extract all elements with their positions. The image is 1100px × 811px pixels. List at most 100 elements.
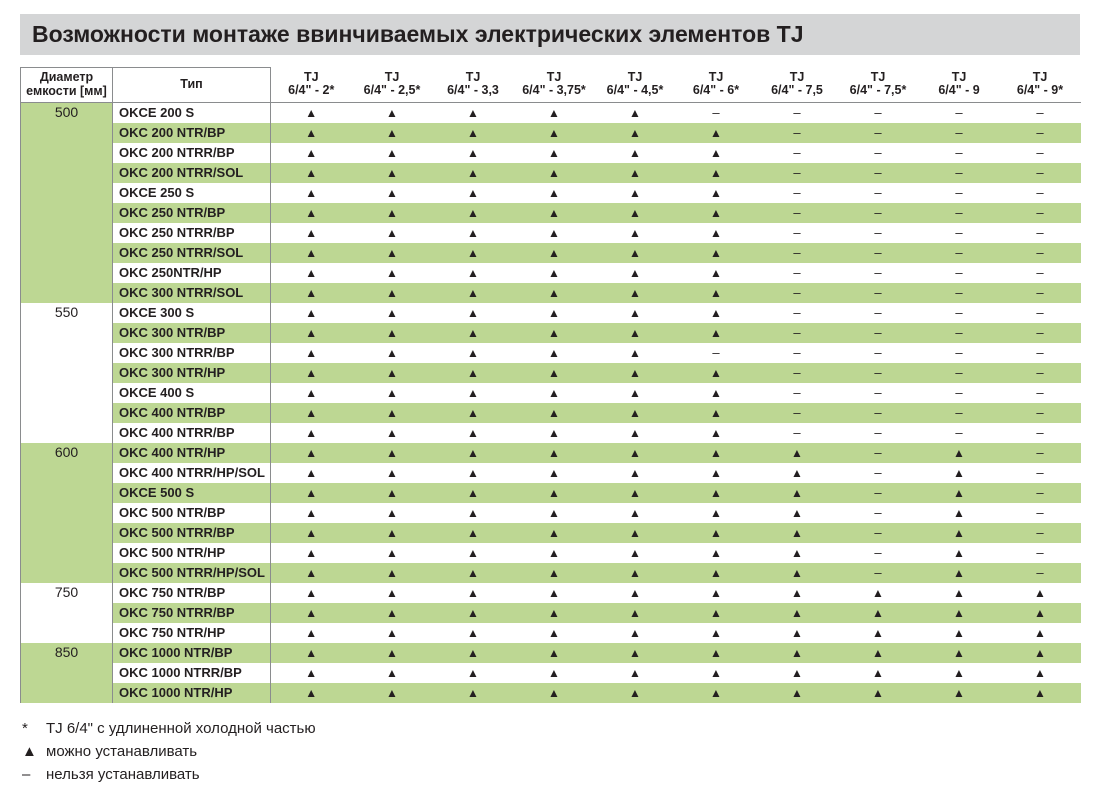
value-cell: ▲: [352, 403, 433, 423]
triangle-icon: ▲: [710, 326, 722, 340]
type-cell: OKC 300 NTRR/BP: [113, 343, 271, 363]
triangle-icon: ▲: [1034, 646, 1046, 660]
triangle-icon: ▲: [629, 126, 641, 140]
value-cell: ▲: [514, 603, 595, 623]
value-cell: ▲: [271, 483, 352, 503]
triangle-icon: ▲: [548, 246, 560, 260]
triangle-icon: ▲: [872, 646, 884, 660]
value-cell: –: [1000, 343, 1081, 363]
triangle-icon: ▲: [467, 166, 479, 180]
value-cell: ▲: [676, 323, 757, 343]
header-tj-col: TJ6/4" - 7,5: [757, 68, 838, 103]
value-cell: ▲: [271, 543, 352, 563]
table-row: OKCE 500 S▲▲▲▲▲▲▲–▲–: [21, 483, 1081, 503]
dash-icon: –: [874, 165, 881, 180]
value-cell: ▲: [676, 383, 757, 403]
table-row: OKC 750 NTR/HP▲▲▲▲▲▲▲▲▲▲: [21, 623, 1081, 643]
dash-icon: –: [793, 105, 800, 120]
value-cell: ▲: [595, 223, 676, 243]
value-cell: –: [676, 343, 757, 363]
value-cell: –: [838, 123, 919, 143]
value-cell: –: [1000, 423, 1081, 443]
value-cell: ▲: [352, 363, 433, 383]
triangle-icon: ▲: [386, 186, 398, 200]
value-cell: ▲: [271, 203, 352, 223]
value-cell: ▲: [919, 663, 1000, 683]
header-tj-col: TJ6/4" - 2,5*: [352, 68, 433, 103]
triangle-icon: ▲: [305, 426, 317, 440]
triangle-icon: ▲: [467, 366, 479, 380]
value-cell: ▲: [352, 543, 433, 563]
dash-icon: –: [793, 225, 800, 240]
table-row: OKCE 250 S▲▲▲▲▲▲––––: [21, 183, 1081, 203]
value-cell: –: [838, 163, 919, 183]
dash-icon: –: [793, 145, 800, 160]
value-cell: ▲: [676, 623, 757, 643]
value-cell: ▲: [271, 603, 352, 623]
value-cell: –: [757, 303, 838, 323]
value-cell: –: [838, 503, 919, 523]
value-cell: ▲: [595, 563, 676, 583]
value-cell: ▲: [595, 463, 676, 483]
value-cell: ▲: [838, 603, 919, 623]
value-cell: –: [838, 543, 919, 563]
value-cell: ▲: [514, 363, 595, 383]
value-cell: ▲: [514, 623, 595, 643]
triangle-icon: ▲: [629, 286, 641, 300]
dash-icon: –: [955, 365, 962, 380]
triangle-icon: ▲: [629, 326, 641, 340]
triangle-icon: ▲: [386, 226, 398, 240]
value-cell: ▲: [676, 363, 757, 383]
value-cell: ▲: [433, 223, 514, 243]
triangle-icon: ▲: [629, 146, 641, 160]
dash-icon: –: [793, 285, 800, 300]
dash-icon: –: [955, 185, 962, 200]
triangle-icon: ▲: [386, 426, 398, 440]
triangle-icon: ▲: [548, 546, 560, 560]
value-cell: –: [838, 563, 919, 583]
value-cell: ▲: [757, 643, 838, 663]
value-cell: ▲: [271, 563, 352, 583]
value-cell: ▲: [271, 323, 352, 343]
dash-icon: –: [955, 325, 962, 340]
triangle-icon: ▲: [548, 326, 560, 340]
value-cell: –: [757, 403, 838, 423]
triangle-icon: ▲: [710, 646, 722, 660]
triangle-icon: ▲: [548, 486, 560, 500]
dash-icon: –: [1036, 485, 1043, 500]
triangle-icon: ▲: [548, 366, 560, 380]
value-cell: ▲: [676, 603, 757, 623]
value-cell: –: [757, 243, 838, 263]
diameter-cell: 850: [21, 643, 113, 703]
value-cell: ▲: [514, 443, 595, 463]
value-cell: –: [757, 323, 838, 343]
triangle-icon: ▲: [305, 546, 317, 560]
triangle-icon: ▲: [710, 606, 722, 620]
triangle-icon: ▲: [305, 206, 317, 220]
value-cell: ▲: [271, 583, 352, 603]
value-cell: –: [919, 343, 1000, 363]
triangle-icon: ▲: [386, 486, 398, 500]
triangle-icon: ▲: [305, 366, 317, 380]
value-cell: ▲: [271, 123, 352, 143]
dash-icon: –: [712, 345, 719, 360]
value-cell: ▲: [352, 383, 433, 403]
header-tj-col: TJ6/4" - 9*: [1000, 68, 1081, 103]
value-cell: ▲: [595, 683, 676, 703]
triangle-icon: ▲: [386, 126, 398, 140]
triangle-icon: ▲: [953, 466, 965, 480]
value-cell: –: [919, 243, 1000, 263]
value-cell: ▲: [271, 343, 352, 363]
triangle-icon: ▲: [629, 506, 641, 520]
table-row: OKC 400 NTR/BP▲▲▲▲▲▲––––: [21, 403, 1081, 423]
value-cell: –: [1000, 483, 1081, 503]
value-cell: –: [919, 323, 1000, 343]
value-cell: ▲: [595, 183, 676, 203]
dash-icon: –: [1036, 265, 1043, 280]
value-cell: –: [919, 423, 1000, 443]
dash-icon: –: [1036, 405, 1043, 420]
triangle-icon: ▲: [791, 546, 803, 560]
dash-icon: –: [955, 285, 962, 300]
dash-icon: –: [793, 125, 800, 140]
legend-row: ▲можно устанавливать: [20, 740, 1080, 763]
